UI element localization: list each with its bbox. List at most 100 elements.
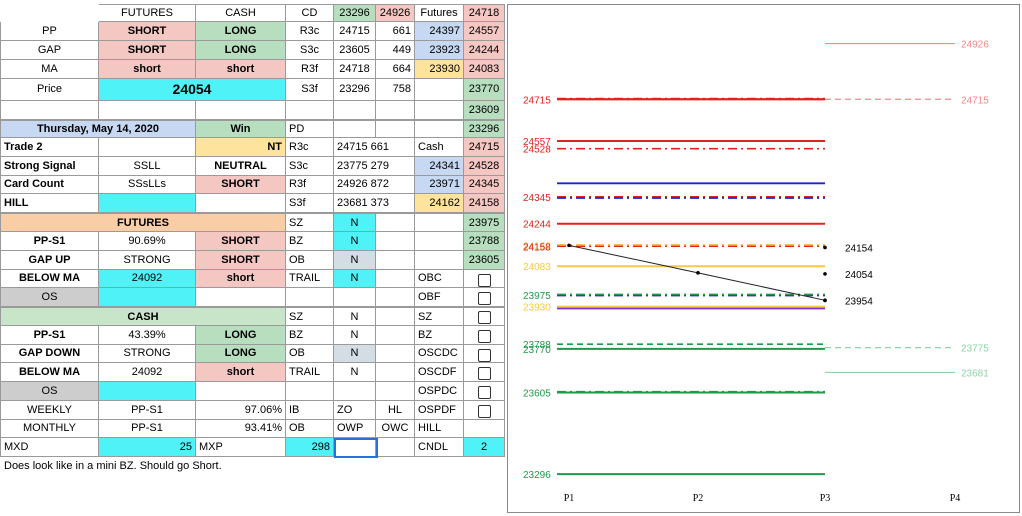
cell[interactable]: HILL bbox=[415, 420, 464, 438]
cell[interactable] bbox=[464, 288, 505, 307]
cell[interactable]: 23975 bbox=[464, 213, 505, 232]
cell[interactable]: NT bbox=[196, 138, 286, 157]
cell[interactable]: S3c bbox=[286, 157, 334, 176]
cell[interactable]: N bbox=[334, 307, 376, 326]
cell[interactable] bbox=[376, 382, 415, 401]
cell[interactable]: 23923 bbox=[415, 41, 464, 60]
cell[interactable]: 664 bbox=[376, 60, 415, 79]
cell[interactable]: Trade 2 bbox=[0, 138, 99, 157]
cell[interactable]: 90.69% bbox=[99, 232, 196, 251]
cell[interactable] bbox=[376, 101, 415, 120]
cell[interactable]: OBC bbox=[415, 270, 464, 288]
cell[interactable]: HL bbox=[376, 401, 415, 420]
cell[interactable]: 23296 bbox=[334, 79, 376, 101]
cell[interactable] bbox=[196, 101, 286, 120]
cell[interactable]: 23609 bbox=[464, 101, 505, 120]
cell[interactable] bbox=[196, 382, 286, 401]
cell[interactable] bbox=[376, 326, 415, 345]
cell[interactable]: 23681 373 bbox=[334, 194, 415, 213]
cell[interactable] bbox=[99, 194, 196, 213]
cell[interactable]: 24926 872 bbox=[334, 176, 415, 194]
cell[interactable]: 24092 bbox=[99, 270, 196, 288]
cell[interactable]: short bbox=[99, 60, 196, 79]
cell[interactable]: 24557 bbox=[464, 22, 505, 41]
cell[interactable]: 25 bbox=[99, 438, 196, 457]
cell[interactable]: 23296 bbox=[464, 120, 505, 138]
cell[interactable] bbox=[376, 345, 415, 363]
cell[interactable] bbox=[334, 101, 376, 120]
cell[interactable]: SZ bbox=[286, 213, 334, 232]
cell[interactable]: SHORT bbox=[196, 232, 286, 251]
cell[interactable]: SHORT bbox=[196, 176, 286, 194]
cell[interactable]: 24054 bbox=[99, 79, 286, 101]
cell[interactable]: 24341 bbox=[415, 157, 464, 176]
cell[interactable] bbox=[286, 382, 334, 401]
cell[interactable]: 24715 661 bbox=[334, 138, 415, 157]
cell[interactable]: S3f bbox=[286, 194, 334, 213]
cell[interactable]: CNDL bbox=[415, 438, 464, 457]
cell[interactable]: WEEKLY bbox=[0, 401, 99, 420]
cell[interactable]: N bbox=[334, 270, 376, 288]
cell[interactable]: 97.06% bbox=[196, 401, 286, 420]
cell[interactable]: MONTHLY bbox=[0, 420, 99, 438]
cell[interactable]: 24158 bbox=[464, 194, 505, 213]
cell[interactable]: S3f bbox=[286, 79, 334, 101]
cell[interactable] bbox=[464, 270, 505, 288]
cell[interactable]: OB bbox=[286, 251, 334, 270]
cell[interactable]: MXP bbox=[196, 438, 286, 457]
cell[interactable]: GAP DOWN bbox=[0, 345, 99, 363]
cell[interactable]: 23930 bbox=[415, 60, 464, 79]
cell[interactable]: N bbox=[334, 363, 376, 382]
cell[interactable]: OB bbox=[286, 420, 334, 438]
cell[interactable]: SSsLLs bbox=[99, 176, 196, 194]
cell[interactable]: 23605 bbox=[464, 251, 505, 270]
cell[interactable]: GAP bbox=[0, 41, 99, 60]
cell[interactable]: CASH bbox=[0, 307, 286, 326]
cell[interactable] bbox=[464, 326, 505, 345]
cell[interactable]: PP-S1 bbox=[99, 420, 196, 438]
cell[interactable] bbox=[464, 307, 505, 326]
cell[interactable]: STRONG bbox=[99, 251, 196, 270]
cell[interactable] bbox=[286, 101, 334, 120]
cell[interactable]: N bbox=[334, 232, 376, 251]
cell[interactable]: OSCDC bbox=[415, 345, 464, 363]
checkbox[interactable] bbox=[478, 386, 491, 399]
cell[interactable]: OBF bbox=[415, 288, 464, 307]
cell[interactable]: TRAIL bbox=[286, 270, 334, 288]
cell[interactable]: ZO bbox=[334, 401, 376, 420]
cell[interactable]: 2 bbox=[464, 438, 505, 457]
cell[interactable]: 24083 bbox=[464, 60, 505, 79]
cell[interactable]: 23971 bbox=[415, 176, 464, 194]
cell[interactable]: S3c bbox=[286, 41, 334, 60]
cell[interactable]: 24715 bbox=[334, 22, 376, 41]
cell[interactable] bbox=[196, 288, 286, 307]
cell[interactable] bbox=[415, 251, 464, 270]
cell[interactable]: MA bbox=[0, 60, 99, 79]
cell[interactable]: short bbox=[196, 363, 286, 382]
cell[interactable]: 24718 bbox=[464, 4, 505, 22]
cell[interactable] bbox=[196, 194, 286, 213]
cell[interactable]: Futures bbox=[415, 4, 464, 22]
cell[interactable] bbox=[286, 288, 334, 307]
cell[interactable]: short bbox=[196, 60, 286, 79]
cell[interactable]: PP-S1 bbox=[0, 232, 99, 251]
cell[interactable]: CASH bbox=[196, 4, 286, 22]
checkbox[interactable] bbox=[478, 349, 491, 362]
cell[interactable]: R3c bbox=[286, 138, 334, 157]
cell[interactable]: R3f bbox=[286, 60, 334, 79]
cell[interactable] bbox=[415, 101, 464, 120]
cell[interactable]: N bbox=[334, 326, 376, 345]
cell[interactable]: NEUTRAL bbox=[196, 157, 286, 176]
cell[interactable]: N bbox=[334, 345, 376, 363]
checkbox[interactable] bbox=[478, 405, 491, 418]
cell[interactable] bbox=[415, 120, 464, 138]
cell[interactable] bbox=[464, 401, 505, 420]
cell[interactable]: BELOW MA bbox=[0, 270, 99, 288]
cell[interactable] bbox=[376, 363, 415, 382]
cell[interactable]: OSPDF bbox=[415, 401, 464, 420]
cell[interactable]: 93.41% bbox=[196, 420, 286, 438]
cell[interactable]: LONG bbox=[196, 22, 286, 41]
cell[interactable]: Price bbox=[0, 79, 99, 101]
cell[interactable]: BZ bbox=[415, 326, 464, 345]
cell[interactable]: SSLL bbox=[99, 157, 196, 176]
